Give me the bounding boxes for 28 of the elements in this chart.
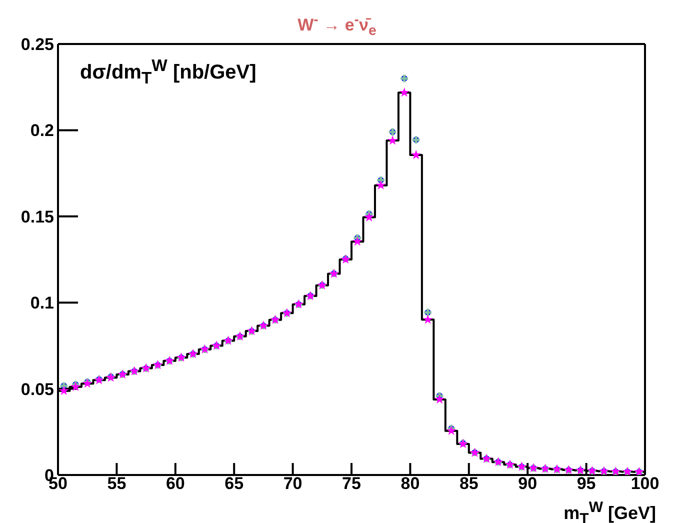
point (434, 394, 444, 404)
y-tick-label: 0.15 (20, 207, 54, 226)
point (446, 426, 456, 436)
x-tick-label: 60 (166, 474, 185, 494)
y-tick-label: 0.25 (20, 35, 54, 54)
x-tick-label: 95 (576, 474, 596, 494)
point (58, 386, 69, 396)
x-tick-label: 55 (107, 474, 126, 494)
point (70, 382, 81, 392)
x-tick-label: 65 (224, 474, 244, 494)
point (422, 314, 433, 324)
y-tick-label: 0.1 (30, 294, 54, 313)
point (399, 87, 410, 97)
x-tick-label: 85 (459, 474, 478, 494)
x-tick-label: 90 (518, 474, 538, 494)
point (376, 180, 386, 190)
x-tick-label: 80 (400, 474, 420, 494)
x-tick-label: 70 (283, 474, 302, 494)
chart-title: W$^{-}$ → e$^{-}$ν̄$_{e}$ (298, 12, 376, 40)
y-tick-label: 0.05 (20, 380, 54, 399)
y-tick-label: 0.2 (30, 121, 54, 140)
x-tick-label: 100 (630, 474, 660, 494)
point (388, 135, 398, 145)
point (352, 236, 362, 246)
point (411, 150, 421, 160)
y-axis-title: dσ/dm$_{T}$$^{W}$ [nb/GeV] (80, 56, 256, 89)
x-tick-label: 75 (342, 474, 361, 494)
point (364, 212, 374, 222)
